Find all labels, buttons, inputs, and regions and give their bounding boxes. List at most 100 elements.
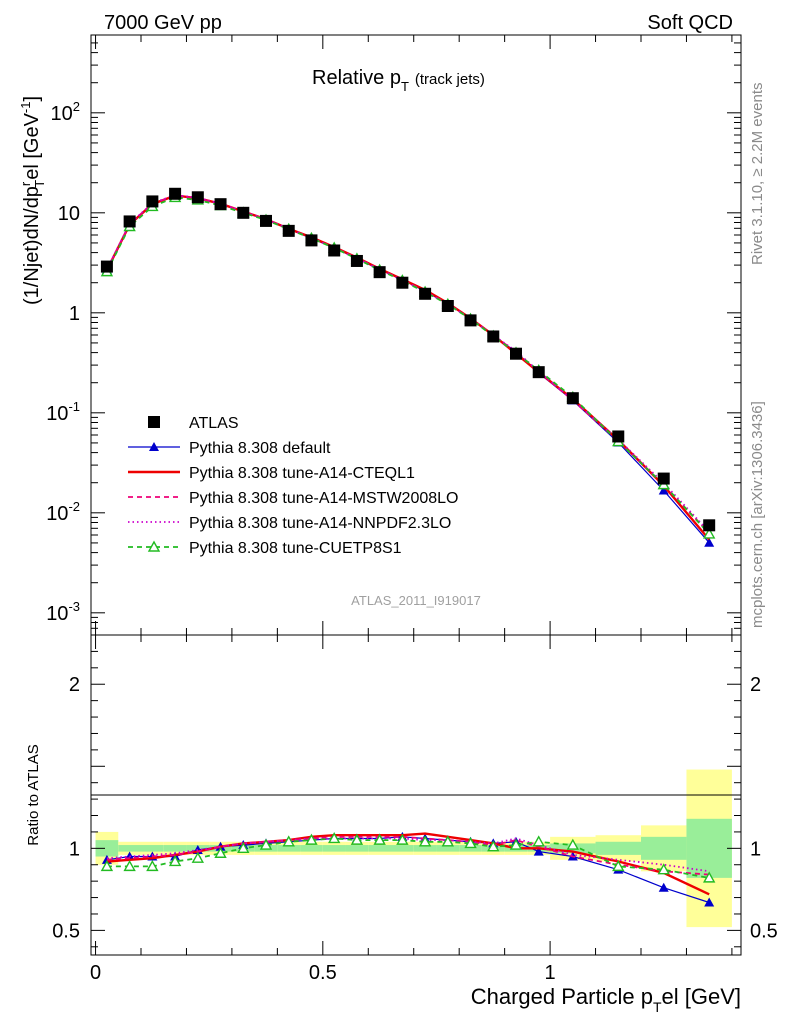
x-tick-label: 1 — [545, 962, 556, 984]
atlas-data-point — [146, 195, 159, 208]
ratio-marker-pythia-8-308-tune-cuetp8s1 — [464, 836, 477, 849]
ratio-marker-pythia-8-308-tune-cuetp8s1 — [532, 835, 545, 847]
ratio-marker-pythia-8-308-tune-cuetp8s1 — [100, 859, 114, 872]
mcplots-label: mcplots.cern.ch [arXiv:1306.3436] — [749, 401, 766, 628]
ratio-marker-pythia-8-308-tune-cuetp8s1 — [214, 846, 227, 858]
ratio-marker-pythia-8-308-tune-cuetp8s1 — [487, 840, 500, 852]
plot-title: Relative pT (track jets) — [312, 67, 485, 94]
atlas-data-point — [566, 392, 579, 405]
atlas-data-point — [169, 187, 182, 200]
ratio-marker-pythia-8-308-tune-cuetp8s1 — [237, 841, 250, 854]
main-curve-pythia-8-308-tune-cuetp8s1 — [106, 196, 710, 535]
ratio-marker-pythia-8-308-default — [704, 897, 715, 907]
ratio-marker-pythia-8-308-tune-cuetp8s1 — [566, 838, 580, 850]
atlas-data-point — [260, 214, 272, 227]
atlas-data-point — [214, 198, 227, 211]
ratio-band-inner — [163, 845, 187, 852]
ratio-marker-pythia-8-308-tune-cuetp8s1 — [305, 833, 318, 845]
ratio-marker-pythia-8-308-tune-cuetp8s1 — [441, 835, 455, 847]
analysis-id: ATLAS_2011_I919017 — [351, 593, 481, 608]
ratio-band-inner — [413, 845, 437, 852]
ratio-marker-pythia-8-308-tune-cuetp8s1 — [123, 859, 136, 872]
rivet-label: Rivet 3.1.10, ≥ 2.2M events — [749, 83, 766, 266]
ratio-band-inner — [118, 845, 141, 852]
ratio-marker-pythia-8-308-tune-cuetp8s1 — [282, 835, 295, 847]
main-y-axis-label: (1/Njet)dN/dprTel [GeV-1] — [18, 96, 47, 305]
legend-label: Pythia 8.308 default — [189, 440, 331, 457]
ratio-band-inner — [436, 845, 460, 852]
legend-label: ATLAS — [189, 415, 239, 432]
atlas-data-point — [237, 206, 250, 219]
atlas-data-point — [123, 215, 136, 228]
atlas-data-points — [100, 187, 716, 532]
ratio-axis-ticks — [91, 635, 741, 955]
legend-marker — [149, 442, 159, 451]
atlas-data-point — [328, 244, 341, 257]
ratio-marker-pythia-8-308-tune-cuetp8s1 — [146, 859, 159, 872]
legend-marker — [147, 540, 161, 552]
ratio-marker-pythia-8-308-default — [533, 846, 544, 856]
x-tick-label: 0.5 — [309, 962, 337, 984]
atlas-data-point — [419, 287, 432, 300]
y-tick-label: 10 — [58, 203, 80, 225]
ratio-marker-pythia-8-308-tune-cuetp8s1 — [373, 833, 386, 845]
ratio-band-inner — [141, 845, 164, 852]
ratio-y-tick-label: 1 — [69, 838, 80, 860]
header-left: 7000 GeV pp — [104, 12, 222, 34]
main-curve-pythia-8-308-tune-a14-mstw2008lo — [106, 194, 710, 534]
ratio-panel: 0.5 0.51 12 2 Ratio to ATLAS 0 0.5 1 Charged … — [25, 634, 778, 1015]
y-tick-label: 1 — [69, 303, 80, 325]
atlas-data-point — [657, 472, 670, 485]
main-marker-pythia-8-308-default — [704, 537, 715, 547]
ratio-band-inner — [345, 845, 369, 852]
ratio-band-inner — [368, 845, 391, 852]
main-curve-pythia-8-308-tune-a14-cteql1 — [105, 194, 711, 541]
ratio-band-inner — [322, 845, 346, 852]
ratio-curve-pythia-8-308-tune-cuetp8s1 — [106, 837, 710, 879]
ratio-marker-pythia-8-308-tune-cuetp8s1 — [509, 838, 523, 850]
atlas-data-point — [441, 299, 454, 312]
main-axis-ticks — [91, 34, 741, 636]
ratio-marker-pythia-8-308-tune-cuetp8s1 — [657, 863, 670, 875]
atlas-data-point — [532, 366, 545, 379]
x-tick-label: 0 — [90, 962, 101, 984]
atlas-data-point — [350, 254, 363, 267]
y-tick-label: 10-1 — [46, 399, 80, 425]
ratio-y-tick-label-right: 0.5 — [750, 920, 778, 942]
ratio-band-inner — [277, 845, 301, 852]
ratio-marker-pythia-8-308-tune-cuetp8s1 — [612, 859, 625, 872]
atlas-data-point — [100, 260, 113, 273]
atlas-data-point — [703, 519, 716, 532]
ratio-band-inner — [595, 841, 641, 855]
ratio-y-axis-label: Ratio to ATLAS — [25, 744, 42, 845]
ratio-marker-pythia-8-308-default — [658, 882, 669, 892]
ratio-band-inner — [300, 845, 323, 852]
ratio-curve-pythia-8-308-tune-a14-mstw2008lo — [106, 835, 710, 876]
atlas-data-point — [464, 314, 477, 327]
header-right: Soft QCD — [647, 12, 733, 34]
ratio-band-inner — [686, 818, 732, 878]
atlas-data-point — [487, 330, 500, 343]
atlas-data-point — [396, 276, 409, 289]
ratio-marker-pythia-8-308-tune-cuetp8s1 — [327, 832, 341, 844]
ratio-band-inner — [391, 845, 414, 852]
ratio-band-inner — [95, 840, 119, 857]
atlas-data-point — [305, 234, 318, 247]
main-marker-pythia-8-308-default — [658, 485, 669, 495]
main-y-tick-labels: 10-3 10-2 10-1 1 10 102 — [46, 99, 80, 625]
ratio-band-inner — [459, 845, 482, 852]
ratio-marker-pythia-8-308-tune-cuetp8s1 — [259, 838, 273, 850]
ratio-uncertainty-bands — [95, 769, 732, 928]
atlas-data-point — [373, 266, 386, 279]
ratio-marker-pythia-8-308-tune-cuetp8s1 — [396, 833, 409, 845]
main-marker-pythia-8-308-tune-cuetp8s1 — [702, 527, 716, 539]
y-tick-label: 10-3 — [46, 599, 80, 625]
x-axis-label: Charged Particle pTel [GeV] — [471, 984, 741, 1015]
ratio-curve-pythia-8-308-tune-a14-nnpdf2-3lo — [106, 837, 710, 873]
ratio-y-tick-label-right: 2 — [750, 674, 761, 696]
ratio-frame — [90, 634, 742, 956]
main-panel: 10-3 10-2 10-1 1 10 102 Relative pT (track jet… — [18, 34, 742, 636]
legend: ATLAS Pythia 8.308 default Pythia 8.308 tu… — [128, 415, 458, 557]
